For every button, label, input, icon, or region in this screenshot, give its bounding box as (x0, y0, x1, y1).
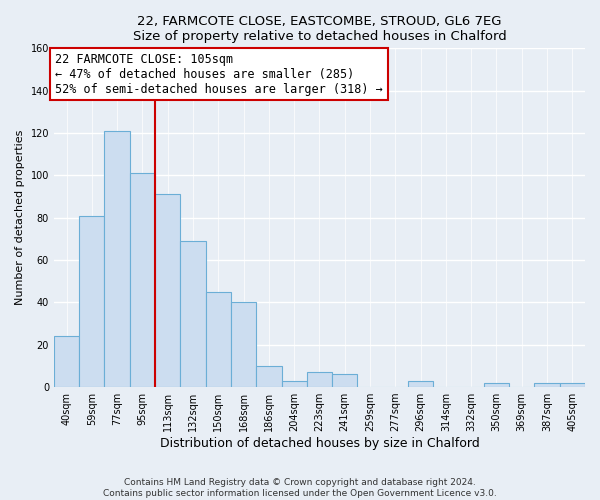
Bar (79, 216, 104, 387)
Text: Contains HM Land Registry data © Crown copyright and database right 2024.
Contai: Contains HM Land Registry data © Crown c… (103, 478, 497, 498)
Bar (256, 366, 281, 387)
Bar (484, 383, 509, 387)
Bar (535, 383, 560, 387)
Bar (332, 374, 358, 387)
Bar (307, 372, 332, 387)
Bar (281, 380, 307, 387)
Bar (54, 336, 79, 387)
Bar (408, 380, 433, 387)
X-axis label: Distribution of detached houses by size in Chalford: Distribution of detached houses by size … (160, 437, 479, 450)
Text: 22 FARMCOTE CLOSE: 105sqm
← 47% of detached houses are smaller (285)
52% of semi: 22 FARMCOTE CLOSE: 105sqm ← 47% of detac… (55, 52, 383, 96)
Bar (231, 302, 256, 387)
Bar (206, 292, 231, 387)
Y-axis label: Number of detached properties: Number of detached properties (15, 130, 25, 306)
Title: 22, FARMCOTE CLOSE, EASTCOMBE, STROUD, GL6 7EG
Size of property relative to deta: 22, FARMCOTE CLOSE, EASTCOMBE, STROUD, G… (133, 15, 506, 43)
Bar (155, 194, 181, 387)
Bar (130, 173, 155, 387)
Bar (104, 131, 130, 387)
Bar (181, 241, 206, 387)
Bar (560, 383, 585, 387)
